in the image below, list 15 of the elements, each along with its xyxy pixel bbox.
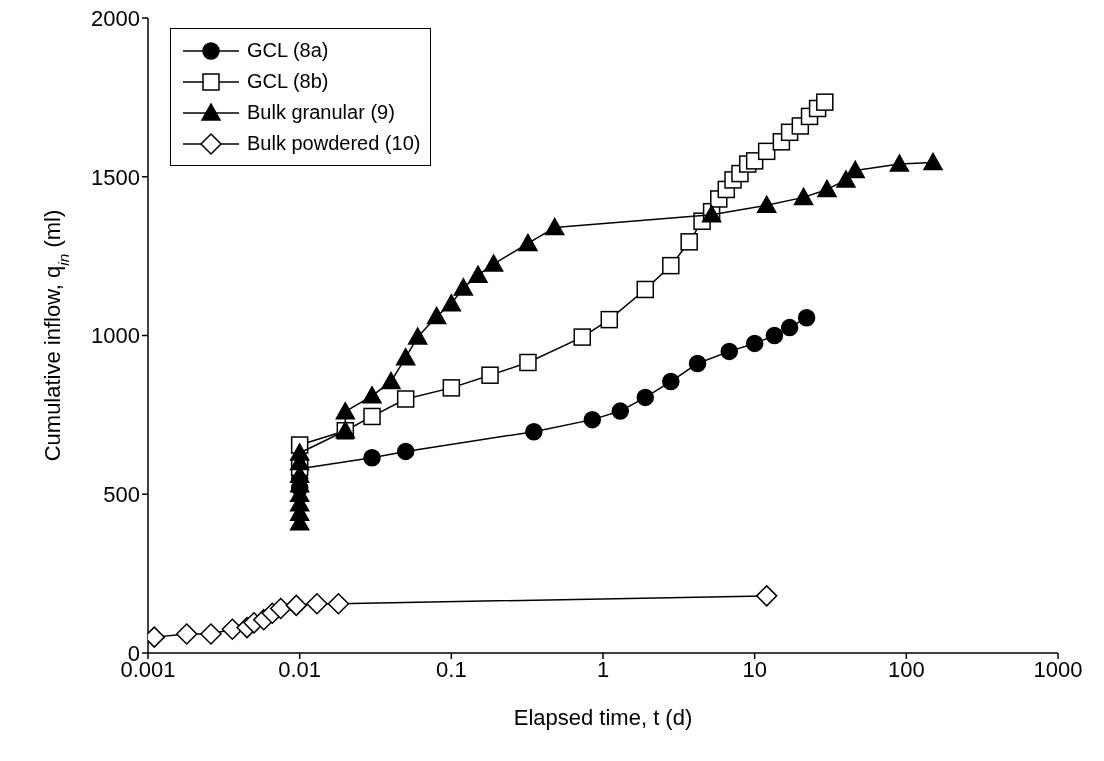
x-tick-label: 10: [742, 656, 767, 682]
x-tick-label: 1000: [1033, 656, 1083, 682]
legend-label: Bulk powdered (10): [247, 132, 421, 154]
y-tick-label: 2000: [91, 5, 140, 31]
y-tick-label: 1500: [91, 164, 140, 190]
legend-label: GCL (8b): [247, 70, 329, 92]
legend-label: Bulk granular (9): [247, 101, 395, 123]
y-tick-label: 1000: [91, 323, 140, 349]
x-tick-label: 0.1: [436, 656, 467, 682]
x-axis-title: Elapsed time, t (d): [513, 705, 693, 730]
legend-label: GCL (8a): [247, 39, 329, 61]
x-tick-label: 100: [887, 656, 925, 682]
x-tick-label: 0.01: [278, 656, 322, 682]
x-tick-label: 1: [596, 656, 610, 682]
y-tick-label: 500: [103, 482, 140, 508]
